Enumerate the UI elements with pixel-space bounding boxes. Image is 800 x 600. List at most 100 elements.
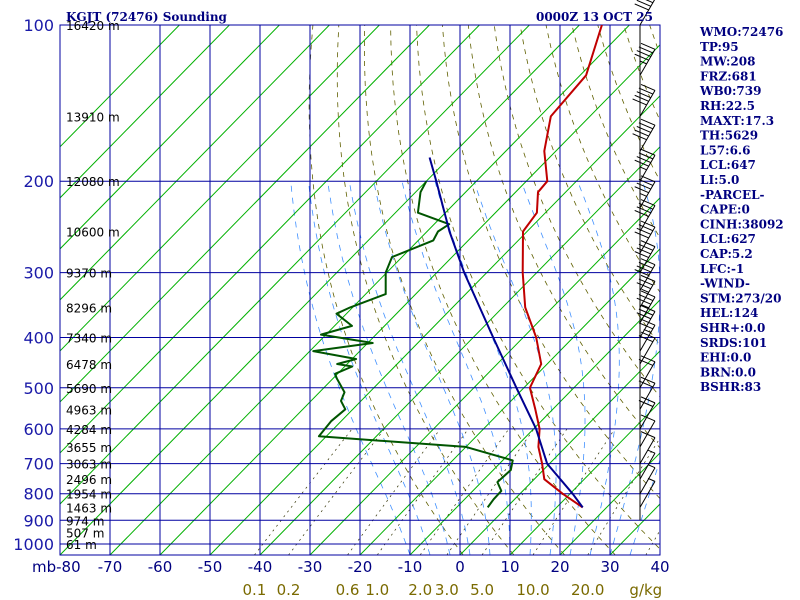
height-label: 974 m bbox=[66, 514, 104, 528]
wind-barb-flag bbox=[638, 358, 654, 366]
wind-barb-flag bbox=[640, 376, 656, 384]
isotherm-line bbox=[559, 452, 660, 555]
index-line: TH:5629 bbox=[700, 129, 758, 143]
index-line: CAP:5.2 bbox=[700, 247, 753, 261]
isotherm-line bbox=[60, 25, 180, 148]
height-label: 12080 m bbox=[66, 175, 120, 189]
sounding-profiles bbox=[312, 25, 603, 509]
wind-barb bbox=[634, 175, 656, 209]
index-line: -WIND- bbox=[700, 277, 750, 291]
pressure-tick-label: 800 bbox=[23, 485, 54, 504]
wind-barb-flag bbox=[640, 396, 656, 404]
height-label: 7340 m bbox=[66, 331, 112, 345]
wind-barb bbox=[639, 464, 656, 494]
isotherm-line bbox=[60, 25, 380, 352]
isotherm-line bbox=[209, 95, 660, 555]
wind-barb bbox=[636, 274, 656, 308]
wind-barb-flag bbox=[634, 53, 649, 61]
pressure-temperature-grid bbox=[59, 24, 661, 556]
mixing-ratio-label: 1.0 bbox=[365, 581, 389, 599]
wind-barb-staff bbox=[639, 383, 656, 410]
pressure-tick-label: 700 bbox=[23, 455, 54, 474]
temperature-tick-label: 30 bbox=[600, 558, 619, 576]
mixing-ratio-label: 0.6 bbox=[336, 581, 360, 599]
wind-barb-flag bbox=[640, 83, 656, 91]
wind-barb-flag bbox=[638, 294, 654, 302]
height-label: 16420 m bbox=[66, 19, 120, 33]
wind-barb-flag bbox=[640, 355, 656, 363]
wind-barb-flag bbox=[640, 274, 656, 282]
pressure-tick-label: 400 bbox=[23, 328, 54, 347]
pressure-tick-label: 500 bbox=[23, 379, 54, 398]
wind-barb-flag bbox=[640, 331, 656, 339]
wind-barb-flag bbox=[634, 269, 649, 277]
isotherm-line bbox=[459, 350, 660, 555]
wind-barb-staff bbox=[639, 205, 656, 232]
height-label: 8296 m bbox=[66, 301, 112, 315]
wind-barb-staff bbox=[639, 437, 656, 464]
wind-barb-flag bbox=[638, 122, 654, 130]
index-line: STM:273/20 bbox=[700, 291, 781, 305]
wind-barb-half-flag bbox=[647, 449, 656, 454]
wind-barb-staff bbox=[639, 467, 656, 494]
wind-barb-flag bbox=[634, 186, 649, 194]
index-line: MAXT:17.3 bbox=[700, 114, 774, 128]
parcel-trace bbox=[428, 157, 584, 508]
mixing-ratio-label: g/kg bbox=[629, 581, 662, 599]
dry-adiabat-line bbox=[493, 25, 660, 398]
wind-barb bbox=[634, 42, 656, 76]
thermo-background-lines bbox=[60, 25, 660, 555]
wind-barb-half-flag bbox=[639, 166, 647, 171]
wind-barb-flag bbox=[638, 243, 654, 251]
index-line: CINH:38092 bbox=[700, 217, 784, 231]
index-line: SHR+:0.0 bbox=[700, 321, 765, 335]
dry-adiabat-line bbox=[545, 25, 660, 293]
wind-barb-flag bbox=[638, 308, 654, 316]
wind-barb bbox=[632, 83, 656, 117]
height-label: 5690 m bbox=[66, 382, 112, 396]
wind-barb-staff bbox=[639, 481, 656, 508]
wind-barb-flag bbox=[640, 240, 656, 248]
isotherm-line bbox=[259, 146, 660, 555]
height-label: 4963 m bbox=[66, 403, 112, 417]
indices-panel: WMO:72476TP:95MW:208FRZ:681WB0:739RH:22.… bbox=[699, 25, 784, 394]
temperature-tick-label: -40 bbox=[248, 558, 273, 576]
isotherm-line bbox=[60, 25, 580, 555]
mixing-ratio-line bbox=[645, 529, 660, 555]
wind-barb-flag bbox=[638, 380, 654, 388]
wind-barb-staff bbox=[639, 402, 656, 430]
wind-barb bbox=[639, 477, 656, 508]
wind-barb-flag bbox=[638, 202, 654, 210]
wind-barb-staff bbox=[639, 181, 656, 209]
temperature-tick-label: -50 bbox=[198, 558, 223, 576]
wind-barb-staff bbox=[639, 361, 656, 389]
wind-barb-flag bbox=[638, 178, 654, 186]
wind-barb-flag bbox=[634, 129, 649, 137]
wind-barb-flag bbox=[636, 156, 651, 163]
pressure-tick-label: 1000 bbox=[13, 535, 54, 554]
mixing-ratio-line bbox=[377, 428, 469, 555]
wind-barb-flag bbox=[638, 152, 654, 160]
index-line: -PARCEL- bbox=[700, 188, 765, 202]
wind-barb-flag bbox=[640, 258, 656, 266]
temperature-tick-label: -20 bbox=[348, 558, 373, 576]
station-title: KGJT (72476) Sounding bbox=[66, 10, 228, 24]
temperature-tick-label: 20 bbox=[550, 558, 569, 576]
moist-adiabat-line bbox=[520, 181, 586, 555]
dry-adiabat-line bbox=[416, 25, 660, 550]
index-line: LFC:-1 bbox=[700, 262, 744, 276]
isotherm-line bbox=[60, 25, 230, 199]
index-line: LCL:647 bbox=[700, 158, 756, 172]
wind-barb bbox=[638, 331, 656, 365]
valid-time: 0000Z 13 OCT 25 bbox=[536, 10, 653, 24]
dry-adiabat-line bbox=[519, 25, 660, 346]
wind-barb-half-flag bbox=[639, 60, 647, 65]
wind-barb-half-flag bbox=[647, 477, 656, 482]
height-label: 2496 m bbox=[66, 473, 112, 487]
mixing-ratio-label: 0.1 bbox=[243, 581, 267, 599]
wind-barb-flag bbox=[640, 199, 656, 207]
dewpoint-trace bbox=[312, 180, 514, 508]
temperature-tick-label: mb-80 bbox=[32, 558, 81, 576]
